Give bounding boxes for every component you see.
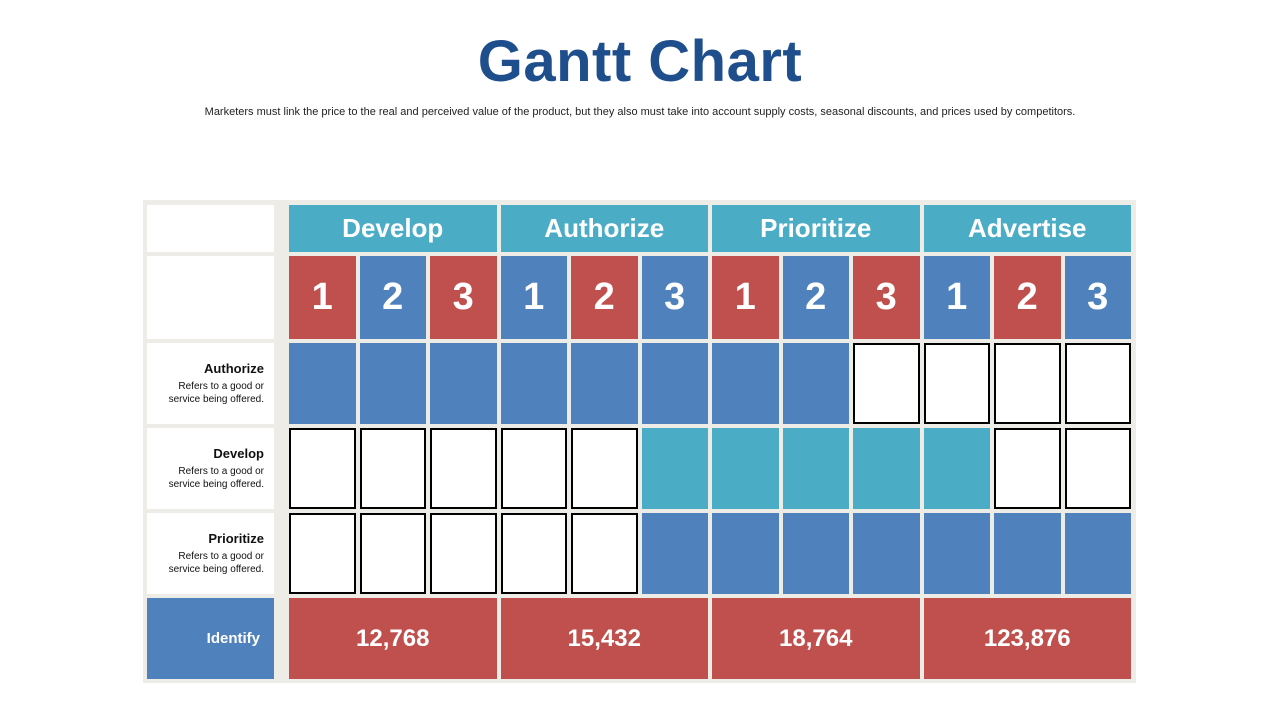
gantt-empty-cell bbox=[571, 513, 638, 594]
task-name: Develop bbox=[213, 446, 264, 461]
gantt-bar-cell bbox=[571, 343, 638, 424]
gantt-bar-cell bbox=[712, 513, 779, 594]
period-number: 1 bbox=[712, 256, 779, 339]
phase-total: 12,768 bbox=[289, 598, 497, 679]
gantt-empty-cell bbox=[1064, 343, 1131, 424]
gantt-empty-cell bbox=[500, 513, 567, 594]
gantt-empty-cell bbox=[289, 428, 356, 509]
gantt-empty-cell bbox=[359, 428, 426, 509]
task-label: Authorize Refers to a good or service bei… bbox=[147, 343, 274, 424]
gantt-bar-cell bbox=[782, 343, 849, 424]
gantt-bar-cell bbox=[712, 343, 779, 424]
phase-total: 15,432 bbox=[500, 598, 708, 679]
gantt-empty-cell bbox=[430, 513, 497, 594]
gantt-empty-cell bbox=[994, 343, 1061, 424]
gantt-bar-cell bbox=[359, 343, 426, 424]
phase-total: 123,876 bbox=[923, 598, 1131, 679]
corner-blank bbox=[147, 205, 274, 252]
gantt-bar-cell bbox=[289, 343, 356, 424]
gantt-empty-cell bbox=[289, 513, 356, 594]
task-name: Prioritize bbox=[208, 531, 264, 546]
gantt-bar-cell bbox=[923, 428, 990, 509]
gantt-bar-cell bbox=[500, 343, 567, 424]
gantt-bar-cell bbox=[923, 513, 990, 594]
gantt-bar-cell bbox=[430, 343, 497, 424]
gantt-bar-cell bbox=[1064, 513, 1131, 594]
period-number: 3 bbox=[1064, 256, 1131, 339]
period-number: 2 bbox=[782, 256, 849, 339]
phase-header: Advertise bbox=[923, 205, 1131, 252]
gantt-bar-cell bbox=[641, 428, 708, 509]
period-number: 2 bbox=[571, 256, 638, 339]
gantt-empty-cell bbox=[430, 428, 497, 509]
phase-total: 18,764 bbox=[712, 598, 920, 679]
task-description: Refers to a good or service being offere… bbox=[168, 466, 264, 490]
period-number: 1 bbox=[289, 256, 356, 339]
gantt-bar-cell bbox=[853, 513, 920, 594]
gantt-bar-cell bbox=[712, 428, 779, 509]
gantt-empty-cell bbox=[500, 428, 567, 509]
gantt-bar-cell bbox=[641, 343, 708, 424]
gantt-empty-cell bbox=[853, 343, 920, 424]
period-number: 3 bbox=[853, 256, 920, 339]
task-label: Prioritize Refers to a good or service be… bbox=[147, 513, 274, 594]
gantt-bar-cell bbox=[782, 428, 849, 509]
phase-header: Authorize bbox=[500, 205, 708, 252]
gantt-bar-cell bbox=[782, 513, 849, 594]
gantt-bar-cell bbox=[994, 513, 1061, 594]
period-number: 1 bbox=[500, 256, 567, 339]
task-description: Refers to a good or service being offere… bbox=[168, 381, 264, 405]
period-number: 3 bbox=[430, 256, 497, 339]
task-description: Refers to a good or service being offere… bbox=[168, 551, 264, 575]
gantt-empty-cell bbox=[1064, 428, 1131, 509]
gantt-empty-cell bbox=[923, 343, 990, 424]
page-subtitle: Marketers must link the price to the rea… bbox=[204, 106, 1076, 118]
page-title: Gantt Chart bbox=[477, 29, 803, 94]
gantt-empty-cell bbox=[571, 428, 638, 509]
phase-header: Prioritize bbox=[712, 205, 920, 252]
gantt-empty-cell bbox=[994, 428, 1061, 509]
gantt-empty-cell bbox=[359, 513, 426, 594]
totals-label: Identify bbox=[147, 598, 274, 679]
period-number: 3 bbox=[641, 256, 708, 339]
period-number: 2 bbox=[359, 256, 426, 339]
gantt-bar-cell bbox=[853, 428, 920, 509]
period-number: 1 bbox=[923, 256, 990, 339]
period-number: 2 bbox=[994, 256, 1061, 339]
gantt-table: Develop Authorize Prioritize Advertise 1 2 3 1 2… bbox=[143, 200, 1136, 683]
gantt-bar-cell bbox=[641, 513, 708, 594]
corner-blank bbox=[147, 256, 274, 339]
task-label: Develop Refers to a good or service being… bbox=[147, 428, 274, 509]
phase-header: Develop bbox=[289, 205, 497, 252]
task-name: Authorize bbox=[204, 361, 264, 376]
